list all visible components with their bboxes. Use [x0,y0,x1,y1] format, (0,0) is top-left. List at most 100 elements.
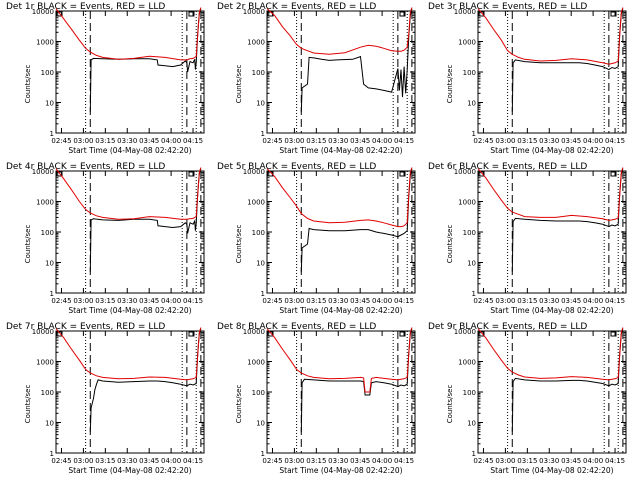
x-tick-label: 03:15 [95,137,115,145]
series-events [89,168,202,272]
chart-title: Det 1r BLACK = Events, RED = LLD [6,2,165,12]
series-lld [55,7,202,61]
chart-title: Det 2r BLACK = Events, RED = LLD [217,2,376,12]
chart-title: Det 5r BLACK = Events, RED = LLD [217,162,376,172]
x-tick-label: 02:45 [262,297,282,305]
chart-det7r: Det 7r BLACK = Events, RED = LLD 1 10 100 10… [6,322,205,475]
y-axis-label: Counts/sec [446,65,454,104]
corner-marker [188,11,195,17]
x-tick-label: 03:15 [306,137,326,145]
y-tick-label: 10 [256,420,265,428]
x-tick-label: 03:30 [539,297,559,305]
corner-marker [56,11,63,17]
x-tick-label: 04:00 [372,457,392,465]
x-tick-label: 03:30 [117,137,137,145]
x-tick-label: 03:45 [561,137,581,145]
x-tick-label: 04:15 [183,297,203,305]
x-tick-label: 04:15 [605,137,625,145]
series-events [511,328,624,432]
corner-marker [610,11,617,17]
chart-det9r: Det 9r BLACK = Events, RED = LLD 1 10 100 10… [428,322,627,475]
y-tick-label: 100 [41,229,54,237]
corner-marker [399,171,406,177]
y-tick-label: 1 [50,290,54,298]
x-tick-label: 03:00 [73,457,93,465]
y-tick-label: 1 [261,450,265,458]
x-tick-label: 02:45 [473,457,493,465]
y-axis-label: Counts/sec [24,225,32,264]
y-tick-label: 100 [463,69,476,77]
x-tick-label: 04:15 [605,297,625,305]
chart-det6r: Det 6r BLACK = Events, RED = LLD 1 10 100 10… [428,162,627,315]
y-tick-label: 1 [472,290,476,298]
chart-det8r: Det 8r BLACK = Events, RED = LLD 1 10 100 10… [217,322,416,475]
x-axis-label: Start Time (04-May-08 02:42:20) [279,466,402,475]
y-tick-label: 1 [50,130,54,138]
x-tick-label: 04:15 [394,297,414,305]
series-lld [477,7,624,65]
x-tick-label: 03:00 [495,457,515,465]
chart-title: Det 3r BLACK = Events, RED = LLD [428,2,587,12]
y-tick-label: 10 [467,420,476,428]
series-lld [266,167,413,228]
y-tick-label: 100 [41,389,54,397]
x-tick-label: 03:45 [350,297,370,305]
corner-marker [610,171,617,177]
y-tick-label: 10 [467,260,476,268]
series-events [89,328,202,432]
x-tick-label: 03:45 [139,297,159,305]
x-tick-label: 02:45 [473,297,493,305]
x-tick-label: 03:00 [495,297,515,305]
chart-title: Det 4r BLACK = Events, RED = LLD [6,162,165,172]
x-tick-label: 03:00 [284,297,304,305]
x-tick-label: 03:30 [328,137,348,145]
series-lld [477,327,624,381]
series-events [511,168,624,272]
chart-det4r: Det 4r BLACK = Events, RED = LLD 1 10 100 10… [6,162,205,315]
y-tick-label: 10000 [454,328,476,336]
y-axis-label: Counts/sec [446,385,454,424]
x-axis-label: Start Time (04-May-08 02:42:20) [68,466,191,475]
x-tick-label: 03:30 [117,297,137,305]
chart-det3r: Det 3r BLACK = Events, RED = LLD 1 10 100 10… [428,2,627,155]
x-tick-label: 03:00 [495,137,515,145]
x-tick-label: 03:15 [517,297,537,305]
chart-det5r: Det 5r BLACK = Events, RED = LLD 1 10 100 10… [217,162,416,315]
x-axis-label: Start Time (04-May-08 02:42:20) [490,146,613,155]
x-tick-label: 03:00 [73,297,93,305]
y-tick-label: 1 [472,450,476,458]
y-axis-label: Counts/sec [446,225,454,264]
chart-title: Det 9r BLACK = Events, RED = LLD [428,322,587,332]
series-events [300,168,413,272]
y-tick-label: 10000 [32,328,54,336]
x-tick-label: 04:15 [183,137,203,145]
x-tick-label: 02:45 [473,137,493,145]
corner-marker [188,171,195,177]
y-tick-label: 100 [252,389,265,397]
x-tick-label: 03:45 [139,137,159,145]
y-tick-label: 10000 [243,8,265,16]
corner-marker [188,331,195,337]
y-tick-label: 1000 [247,359,265,367]
y-tick-label: 1000 [458,199,476,207]
x-tick-label: 03:15 [517,137,537,145]
x-axis-label: Start Time (04-May-08 02:42:20) [279,146,402,155]
x-tick-label: 04:00 [583,137,603,145]
x-tick-label: 02:45 [51,137,71,145]
x-tick-label: 04:15 [183,457,203,465]
x-tick-label: 04:00 [372,297,392,305]
x-axis-label: Start Time (04-May-08 02:42:20) [490,466,613,475]
y-tick-label: 100 [463,229,476,237]
y-tick-label: 1000 [36,39,54,47]
x-tick-label: 02:45 [51,457,71,465]
y-axis-label: Counts/sec [235,385,243,424]
series-lld [266,7,413,55]
x-tick-label: 04:15 [605,457,625,465]
x-tick-label: 03:45 [350,137,370,145]
x-tick-label: 03:15 [95,297,115,305]
series-lld [55,167,202,220]
y-tick-label: 10 [45,420,54,428]
x-tick-label: 03:15 [517,457,537,465]
y-tick-label: 1 [261,290,265,298]
